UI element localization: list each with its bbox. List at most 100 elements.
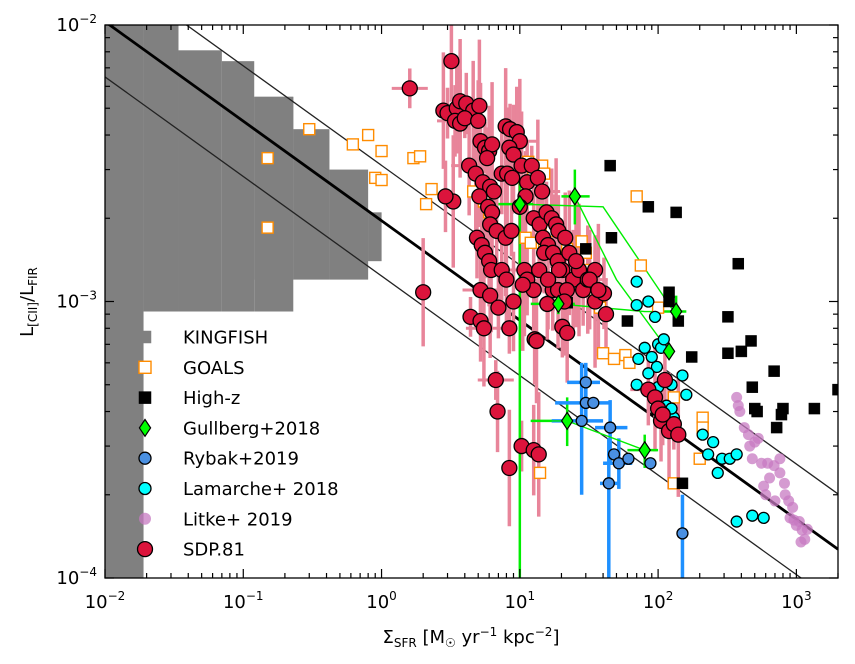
sdp-81-point-100 (489, 403, 506, 420)
lamarche-2018-point-27 (746, 509, 759, 522)
kingfish-bin-1 (143, 25, 179, 312)
sdp-81-point-104 (530, 446, 547, 463)
legend-item-sdp-81: SDP.81 (136, 540, 245, 561)
litke-2019-point-7 (744, 440, 756, 452)
axis-ticks (104, 24, 839, 579)
lamarche-2018-point-0 (630, 275, 643, 288)
sdp-81-point-85 (514, 276, 531, 293)
high-z-point-3 (670, 206, 682, 219)
sdp-81-point-17 (478, 149, 496, 167)
goals-point-5 (375, 144, 388, 158)
x-tick-label-4: 102 (643, 589, 674, 613)
lamarche-2018-point-28 (757, 511, 770, 525)
lamarche-2018-point-21 (701, 448, 715, 461)
lamarche-2018-point-8 (645, 350, 658, 364)
sdp-81-point-11 (456, 110, 473, 127)
sdp-81-point-12 (470, 112, 487, 130)
sdp-81-point-1 (443, 53, 460, 70)
sdp-81-point-99 (487, 371, 504, 389)
y-tick-label-0: 10−4 (56, 565, 97, 589)
goals-point-4 (361, 128, 375, 142)
legend-label-high-z: High-z (183, 388, 240, 409)
high-z-point-24 (580, 243, 592, 255)
high-z-point-16 (751, 405, 763, 418)
high-z-point-21 (808, 402, 821, 415)
lamarche-2018-point-10 (650, 360, 664, 374)
sdp-81-point-95 (559, 324, 576, 342)
high-z-point-8 (685, 351, 698, 363)
rybak-2019-point-8 (602, 477, 615, 490)
lamarche-2018-point-3 (648, 310, 662, 324)
high-z-point-11 (732, 257, 745, 270)
lamarche-2018-point-14 (642, 367, 655, 380)
relation-upper-line (185, 25, 838, 495)
sdp-81-point-101 (501, 459, 518, 477)
high-z-point-10 (722, 347, 734, 359)
legend-marker-lamarche-2018 (138, 481, 152, 496)
high-z-point-1 (605, 232, 618, 244)
kingfish-bin-5 (254, 96, 294, 280)
x-axis-label: ΣSFR [M☉ yr−1 kpc−2] (383, 625, 560, 650)
lamarche-2018-point-19 (696, 428, 709, 441)
sdp-81-point-82 (481, 287, 499, 304)
litke-2019-point-23 (793, 516, 805, 528)
sdp-81-point-117 (581, 271, 598, 288)
lamarche-2018-point-20 (706, 435, 720, 449)
lamarche-2018-point-9 (632, 352, 645, 366)
goals-point-9 (413, 150, 427, 163)
high-z-point-2 (642, 201, 655, 213)
goals-point-20 (524, 236, 537, 250)
high-z-point-12 (735, 345, 748, 358)
x-tick-label-5: 103 (781, 589, 812, 613)
high-z-point-9 (722, 311, 734, 323)
y-tick-label-1: 10−3 (56, 289, 97, 313)
legend-marker-litke-2019 (139, 512, 151, 525)
sdp-81-point-93 (528, 332, 545, 350)
sdp-81-point-22 (485, 183, 503, 200)
litke-2019-point-0 (731, 391, 743, 403)
rybak-2019-point-4 (603, 421, 617, 434)
relation-main-line (107, 25, 838, 551)
sdp-81-point-73 (498, 271, 515, 288)
y-tick-label-2: 10−2 (56, 12, 97, 36)
legend-marker-gullberg-2018 (138, 418, 152, 438)
high-z-point-13 (745, 335, 757, 347)
relation-lower-line (105, 76, 803, 578)
goals-point-33 (634, 259, 648, 272)
sdp-81-point-84 (505, 293, 522, 310)
litke-2019-point-8 (746, 453, 758, 465)
goals-point-11 (425, 182, 438, 196)
litke-2019-point-27 (799, 533, 811, 545)
sdp-81-point-31 (503, 169, 521, 187)
legend-marker-goals (138, 360, 152, 374)
legend-label-kingfish: KINGFISH (183, 328, 268, 349)
rybak-2019-point-3 (575, 414, 588, 428)
gullberg-link-3 (530, 420, 645, 451)
legend-item-litke-2019: Litke+ 2019 (139, 509, 293, 530)
legend-label-litke-2019: Litke+ 2019 (183, 509, 293, 530)
high-z-point-0 (604, 159, 616, 172)
sdp-81-point-114 (656, 371, 674, 389)
kingfish-histogram (105, 25, 382, 578)
sdp-81-point-35 (529, 169, 546, 187)
legend-marker-sdp-81 (136, 540, 154, 558)
sdp-81-point-42 (437, 188, 454, 205)
legend-marker-rybak-2019 (138, 451, 152, 465)
error-bars (391, 25, 687, 578)
sdp-81-point-116 (654, 406, 671, 423)
plot-area (104, 24, 839, 579)
legend-item-high-z: High-z (138, 388, 240, 409)
goals-point-10 (419, 197, 433, 211)
lamarche-2018-point-12 (676, 369, 689, 382)
litke-2019-point-14 (764, 472, 776, 484)
sdp-81-point-0 (401, 80, 418, 97)
high-z-point-14 (746, 381, 759, 393)
litke-2019-point-13 (758, 480, 770, 492)
legend-item-rybak-2019: Rybak+2019 (138, 449, 299, 470)
sdp-81-point-8 (471, 97, 488, 115)
high-z-point-17 (768, 365, 780, 377)
relation-lines (105, 25, 838, 578)
lamarche-2018-point-18 (680, 388, 693, 401)
goals-point-7 (375, 173, 388, 187)
